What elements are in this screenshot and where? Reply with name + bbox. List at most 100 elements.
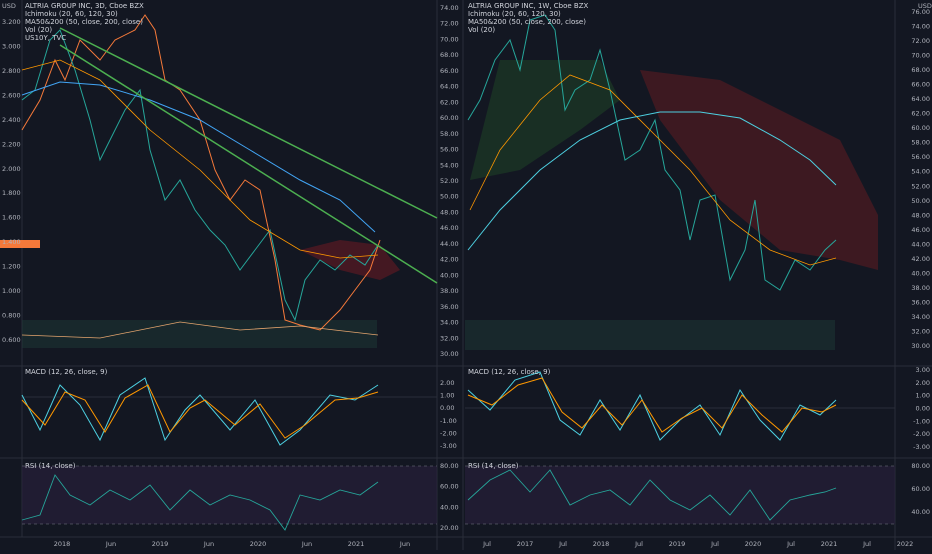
- price-label: 36.00: [911, 298, 930, 306]
- legend: ALTRIA GROUP INC, 3D, Cboe BZX: [25, 2, 144, 10]
- price-label: 48.00: [911, 211, 930, 219]
- price-label: 50.00: [440, 193, 459, 201]
- rsi-legend: RSI (14, close): [25, 462, 76, 470]
- price-label: 72.00: [440, 20, 459, 28]
- yield-label: 1.800: [2, 189, 21, 197]
- price-label: 48.00: [440, 208, 459, 216]
- price-label: 70.00: [911, 52, 930, 60]
- time-label: Jul: [482, 540, 491, 548]
- legend: Ichimoku (20, 60, 120, 30): [25, 10, 118, 18]
- time-label: Jun: [105, 540, 116, 548]
- price-label: 60.00: [911, 124, 930, 132]
- yield-label: 1.400: [2, 238, 21, 246]
- time-label: Jun: [203, 540, 214, 548]
- price-label: 54.00: [911, 168, 930, 176]
- rsi-lines: [21, 469, 837, 531]
- price-label: 66.00: [911, 81, 930, 89]
- macd-label: -1.00: [440, 417, 457, 425]
- yield-label: 2.000: [2, 165, 21, 173]
- macd-label: 1.00: [916, 392, 930, 400]
- price-label: 64.00: [911, 95, 930, 103]
- time-label: 2018: [593, 540, 610, 548]
- time-label: 2022: [897, 540, 914, 548]
- time-label: 2019: [669, 540, 686, 548]
- price-label: 62.00: [440, 98, 459, 106]
- time-label: Jun: [399, 540, 410, 548]
- price-label: 46.00: [911, 226, 930, 234]
- right-plot: [465, 14, 878, 350]
- yield-label: 2.600: [2, 91, 21, 99]
- legend: Vol (20): [468, 26, 495, 34]
- yield-label: 1.200: [2, 263, 21, 271]
- time-label: 2021: [821, 540, 838, 548]
- yield-label: 0.800: [2, 312, 21, 320]
- time-label: 2021: [348, 540, 365, 548]
- price-label: 70.00: [440, 35, 459, 43]
- time-label: 2019: [152, 540, 169, 548]
- price-label: 52.00: [911, 182, 930, 190]
- rsi-label: 20.00: [440, 524, 459, 532]
- legend: MA50&200 (50, close, 200, close): [468, 18, 586, 26]
- time-label: 2017: [517, 540, 534, 548]
- yield-label: 1.600: [2, 214, 21, 222]
- legend: Ichimoku (20, 60, 120, 30): [468, 10, 561, 18]
- price-label: 44.00: [911, 240, 930, 248]
- yield-label: 2.200: [2, 140, 21, 148]
- price-label: 34.00: [911, 313, 930, 321]
- price-label: 42.00: [911, 255, 930, 263]
- macd-label: -3.00: [440, 442, 457, 450]
- price-label: 54.00: [440, 161, 459, 169]
- price-label: 30.00: [440, 350, 459, 358]
- rsi-label: 60.00: [911, 485, 930, 493]
- price-label: 30.00: [911, 342, 930, 350]
- macd-legend: MACD (12, 26, close, 9): [468, 368, 551, 376]
- macd-label: 0.00: [440, 404, 454, 412]
- time-label: 2018: [54, 540, 71, 548]
- price-label: 68.00: [911, 66, 930, 74]
- price-label: 46.00: [440, 224, 459, 232]
- macd-label: -3.00: [913, 443, 930, 451]
- price-label: 56.00: [440, 146, 459, 154]
- currency: USD: [918, 2, 932, 10]
- price-label: 64.00: [440, 83, 459, 91]
- macd-lines: [21, 371, 895, 446]
- legend: MA50&200 (50, close, 200, close): [25, 18, 143, 26]
- currency: USD: [2, 2, 16, 10]
- time-label: 2020: [745, 540, 762, 548]
- price-label: 62.00: [911, 110, 930, 118]
- price-label: 32.00: [911, 327, 930, 335]
- yield-label: 0.600: [2, 336, 21, 344]
- macd-label: 2.00: [440, 379, 454, 387]
- time-label: Jun: [301, 540, 312, 548]
- yield-label: 3.200: [2, 18, 21, 26]
- price-label: 76.00: [911, 8, 930, 16]
- macd-label: -2.00: [913, 430, 930, 438]
- yield-label: 1.000: [2, 287, 21, 295]
- rsi-legend: RSI (14, close): [468, 462, 519, 470]
- legend: US10Y, TVC: [25, 34, 66, 42]
- yield-label: 2.800: [2, 67, 21, 75]
- price-label: 34.00: [440, 319, 459, 327]
- left-plot: [0, 14, 438, 348]
- price-label: 40.00: [911, 269, 930, 277]
- macd-label: 2.00: [916, 379, 930, 387]
- macd-label: 1.00: [440, 392, 454, 400]
- price-label: 38.00: [911, 284, 930, 292]
- time-label: Jul: [710, 540, 719, 548]
- rsi-band: [465, 466, 895, 524]
- price-label: 74.00: [440, 4, 459, 12]
- rsi-label: 80.00: [911, 462, 930, 470]
- time-label: Jul: [558, 540, 567, 548]
- yield-label: 3.000: [2, 42, 21, 50]
- time-label: 2020: [250, 540, 267, 548]
- macd-legend: MACD (12, 26, close, 9): [25, 368, 108, 376]
- rsi-label: 60.00: [440, 483, 459, 491]
- rsi-label: 80.00: [440, 462, 459, 470]
- price-label: 44.00: [440, 240, 459, 248]
- price-label: 68.00: [440, 51, 459, 59]
- price-label: 50.00: [911, 197, 930, 205]
- price-label: 52.00: [440, 177, 459, 185]
- price-label: 40.00: [440, 271, 459, 279]
